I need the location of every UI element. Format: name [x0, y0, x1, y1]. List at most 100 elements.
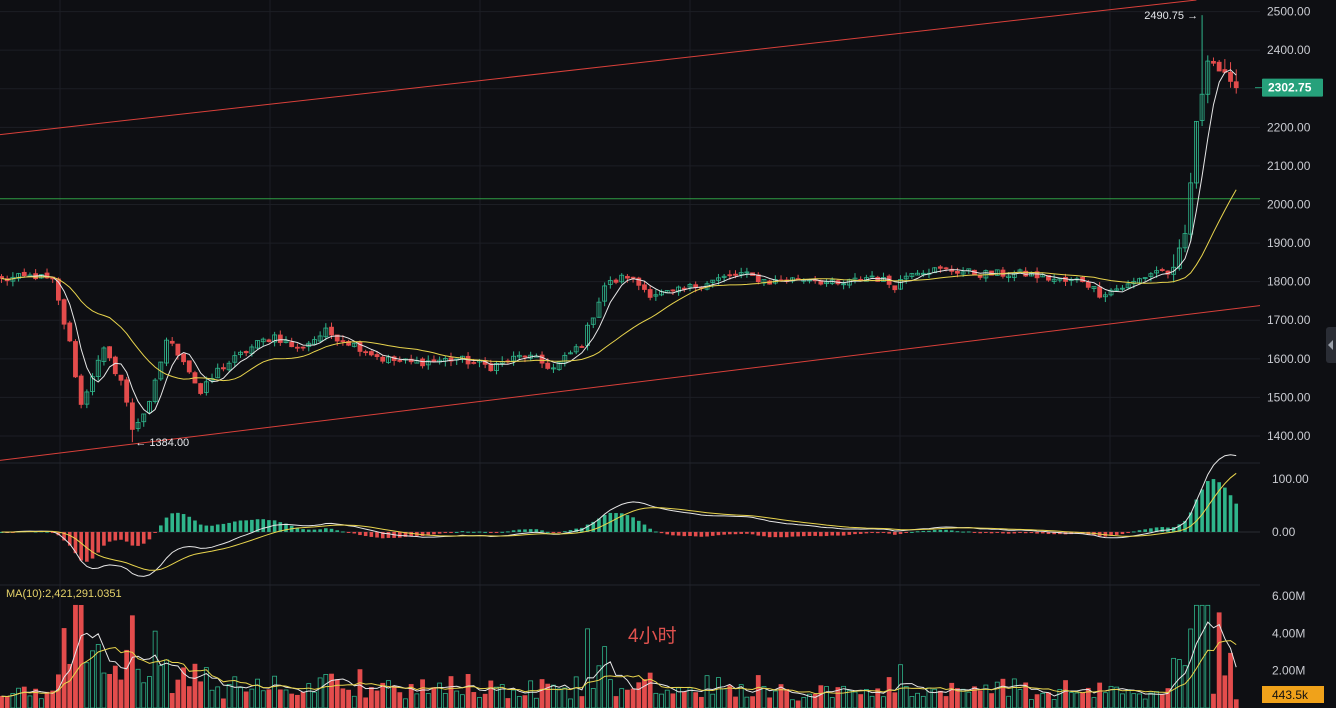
volume-bar	[733, 696, 738, 708]
macd-histogram-bar	[130, 531, 135, 546]
candle	[112, 356, 118, 375]
macd-histogram-bar	[631, 517, 635, 532]
macd-histogram-bar	[1006, 531, 1011, 534]
macd-histogram-bar	[363, 531, 368, 537]
candle	[312, 339, 317, 345]
macd-histogram-bar	[318, 529, 322, 532]
macd-histogram-bar	[893, 531, 897, 535]
low-annotation: ← 1384.00	[135, 437, 189, 449]
volume-ma-readout: MA(10):2,421,291.0351	[6, 588, 122, 600]
macd-histogram-bar	[136, 531, 140, 546]
volume-bar	[619, 688, 625, 708]
macd-histogram-bar	[1160, 527, 1165, 532]
macd-histogram-bar	[352, 531, 357, 534]
macd-histogram-bar	[1171, 527, 1176, 532]
candle	[1188, 182, 1194, 235]
candle	[101, 347, 107, 362]
macd-histogram-bar	[881, 531, 886, 533]
volume-bar	[368, 687, 374, 708]
price-tick-label: 1600.00	[1267, 352, 1311, 366]
candle	[186, 360, 192, 373]
candle	[95, 359, 101, 377]
volume-bar	[1023, 682, 1029, 708]
volume-bar	[1114, 686, 1120, 708]
macd-histogram-bar	[477, 531, 482, 533]
macd-histogram-bar	[1200, 489, 1204, 532]
macd-histogram-bar	[796, 531, 800, 537]
volume-bar	[249, 688, 255, 708]
volume-bar	[215, 686, 221, 708]
candle	[881, 277, 886, 282]
macd-histogram-bar	[642, 524, 647, 532]
macd-histogram-bar	[927, 530, 931, 532]
macd-histogram-bar	[699, 531, 704, 537]
candle	[522, 355, 528, 358]
price-tick-label: 2400.00	[1267, 43, 1311, 57]
price-pane[interactable]: 2490.75 → ← 1384.00	[0, 0, 1282, 463]
candle	[340, 340, 346, 343]
macd-histogram-bar	[830, 531, 835, 536]
macd-histogram-bar	[329, 528, 334, 532]
macd-histogram-bar	[597, 518, 601, 532]
candle	[78, 375, 84, 405]
volume-bar	[277, 689, 283, 708]
candle	[294, 346, 300, 349]
axis-collapse-handle[interactable]	[1326, 327, 1336, 363]
candle	[824, 281, 829, 285]
macd-histogram-bar	[471, 531, 476, 533]
candle	[738, 272, 744, 275]
candle	[363, 351, 369, 354]
volume-bar	[818, 685, 824, 708]
macd-histogram-bar	[1109, 531, 1113, 536]
volume-bar	[420, 679, 425, 708]
volume-bar	[198, 681, 204, 708]
macd-histogram-bar	[358, 531, 362, 536]
candle	[181, 353, 186, 363]
macd-histogram-bar	[198, 524, 203, 532]
macd-histogram-bar	[875, 531, 880, 534]
upper-trendline	[0, 0, 1197, 136]
macd-histogram-bar	[745, 531, 749, 534]
candle	[869, 275, 875, 278]
candle	[1051, 278, 1057, 282]
macd-histogram-bar	[523, 529, 527, 532]
candle	[721, 275, 727, 278]
candle	[21, 271, 27, 277]
last-price-label: 2302.75	[1268, 81, 1312, 95]
macd-histogram-bar	[261, 519, 266, 532]
macd-histogram-bar	[67, 531, 72, 546]
macd-dea-line	[1, 472, 1237, 571]
candle	[164, 339, 169, 364]
candle	[1182, 233, 1188, 249]
macd-histogram-bar	[619, 513, 624, 532]
macd-histogram-bar	[1046, 531, 1051, 535]
candle	[357, 341, 363, 352]
volume-bar	[664, 689, 670, 708]
macd-histogram-bar	[1228, 495, 1233, 532]
volume-bar	[175, 679, 181, 708]
volume-bar	[90, 650, 95, 708]
volume-bar	[761, 686, 767, 708]
macd-histogram-bar	[682, 531, 687, 537]
volume-bar	[625, 689, 630, 708]
macd-histogram-bar	[659, 531, 664, 534]
candle	[243, 351, 249, 354]
candle	[625, 275, 630, 279]
volume-bar	[357, 669, 363, 708]
volume-bar	[1028, 699, 1034, 708]
candle	[425, 360, 431, 366]
macd-histogram-bar	[540, 530, 544, 532]
macd-histogram-bar	[864, 531, 869, 534]
volume-bar	[989, 693, 994, 708]
volume-bar	[522, 695, 528, 708]
macd-histogram-bar	[944, 529, 948, 532]
candle	[755, 274, 761, 283]
volume-bar	[289, 693, 295, 708]
right-price-axis[interactable]: 1400.00 1500.00 1600.00 1700.00 1800.00 1900.…	[1255, 0, 1336, 708]
volume-pane[interactable]	[0, 604, 1239, 708]
macd-pane[interactable]	[0, 454, 1260, 577]
macd-histogram-bar	[1217, 482, 1221, 532]
volume-bar	[642, 679, 647, 708]
